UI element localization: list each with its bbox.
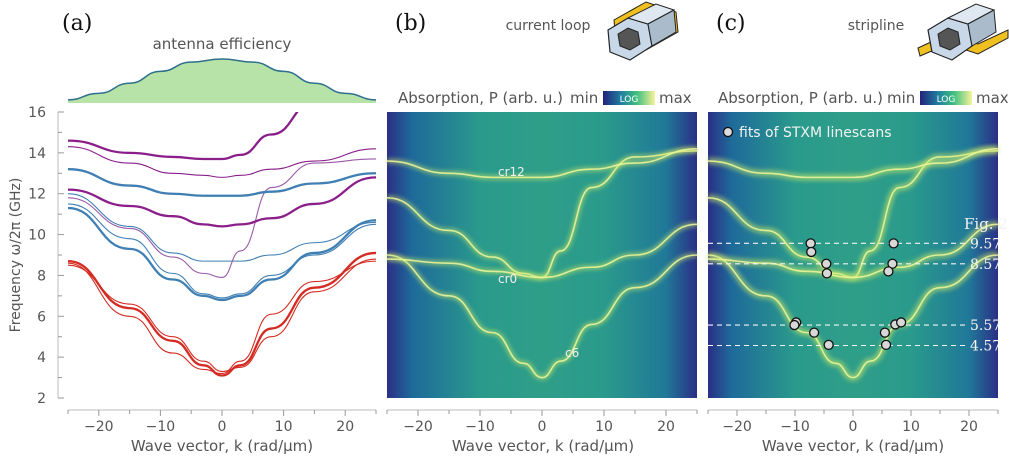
x-tick-label: 0 [849,419,858,435]
fit-point [789,319,800,331]
x-axis-label-c: Wave vector, k (rad/μm) [762,437,944,455]
annotation-cr12: cr12 [498,165,525,179]
fit-point [821,268,833,279]
resonance-ridge [707,254,999,379]
frequency-label: 9.57 [970,236,1001,252]
fit-point [883,266,894,277]
colorbar-b [603,91,655,105]
mode-curve [68,168,376,197]
resonance-ridge [707,223,999,279]
fit-point [821,258,832,269]
current-loop-label: current loop [506,18,591,34]
annotation-c6: c6 [565,346,579,360]
mode-curve [68,146,376,178]
x-tick-label: 10 [275,419,293,435]
frequency-label: 5.57 [970,318,1001,334]
panel-c-letter: (c) [716,11,746,36]
panel-a-plot [68,112,376,377]
mode-curve [68,176,376,228]
x-axis-label-a: Wave vector, k (rad/μm) [131,437,313,455]
mode-curve [68,203,376,299]
y-tick-label: 16 [28,105,46,121]
x-tick-label: 0 [218,419,227,435]
heatmap-c [707,112,999,398]
x-tick-label: −20 [403,419,433,435]
y-tick-label: 2 [37,391,46,407]
mode-curve [68,158,376,279]
x-tick-label: 10 [595,419,613,435]
x-tick-label: −20 [84,419,114,435]
panel-c-axes: −20 −10 0 10 20 [707,409,999,435]
x-tick-label: 20 [657,419,675,435]
annotation-cr0: cr0 [498,272,517,286]
fit-point [888,238,899,249]
fit-point [879,327,891,338]
legend-label: fits of STXM linescans [739,125,892,141]
mode-curve [68,193,376,262]
x-axis-label-b: Wave vector, k (rad/μm) [452,437,634,455]
colorbar-c [920,91,972,105]
frequency-label: 8.57 [970,257,1001,273]
stripline-antenna-icon [917,3,1009,61]
fig-ref-label: Fig. 2 [964,215,1008,233]
fit-point [805,238,816,249]
mode-curve [68,206,376,302]
antenna-efficiency-label: antenna efficiency [153,35,292,53]
x-tick-label: −10 [465,419,495,435]
mode-curve [68,260,376,375]
colorbar-log-b: LOG [620,95,639,105]
legend-marker [722,126,734,138]
efficiency-fill [68,59,376,103]
mode-curve [68,258,376,372]
resonance-ridge [707,147,999,179]
efficiency-line [67,58,377,101]
y-tick-label: 12 [28,187,46,203]
y-tick-label: 4 [37,350,46,366]
fit-point [895,317,907,328]
panel-a-axes: −20 −10 0 10 20 2 4 6 8 10 12 14 16 [28,105,377,435]
current-loop-antenna-icon [607,1,679,61]
fit-point [823,339,834,351]
x-tick-label: 20 [336,419,354,435]
mode-curve [68,251,376,377]
efficiency-curve [67,58,377,103]
y-axis-label: Frequency ω/2π (GHz) [8,178,24,333]
frequency-label: 4.57 [970,338,1001,354]
y-tick-label: 8 [37,268,46,284]
colorbar-min-c: min [887,89,915,107]
panel-b-letter: (b) [395,11,426,36]
x-tick-label: 20 [960,419,978,435]
panel-b-axes: −20 −10 0 10 20 [386,409,698,435]
fit-point [880,339,892,351]
x-tick-label: −20 [722,419,752,435]
fit-point [808,327,820,338]
resonance-ridge [386,254,698,379]
stripline-label: stripline [848,18,905,34]
mode-curve [68,112,299,161]
x-tick-label: −10 [146,419,176,435]
heatmap-b [386,112,698,398]
colorbar-title-c: Absorption, P (arb. u.) [718,89,883,107]
colorbar-max-b: max [659,89,692,107]
colorbar-log-c: LOG [937,95,956,105]
colorbar-title-b: Absorption, P (arb. u.) [398,89,563,107]
resonance-ridge [386,223,698,279]
y-tick-label: 6 [37,309,46,325]
x-tick-label: −10 [780,419,810,435]
panel-c-overlay: 9.57 8.57 5.57 4.57 [708,236,1001,354]
panel-a-letter: (a) [62,11,92,36]
y-tick-label: 10 [28,228,46,244]
x-tick-label: 10 [902,419,920,435]
y-tick-label: 14 [28,146,46,162]
x-tick-label: 0 [538,419,547,435]
fit-point [806,246,817,258]
resonance-ridge [386,147,698,179]
colorbar-min-b: min [570,89,598,107]
colorbar-max-c: max [976,89,1009,107]
